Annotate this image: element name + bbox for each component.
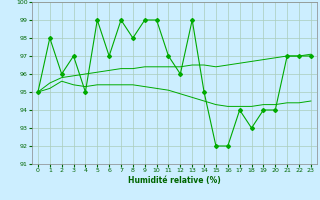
- X-axis label: Humidité relative (%): Humidité relative (%): [128, 176, 221, 185]
